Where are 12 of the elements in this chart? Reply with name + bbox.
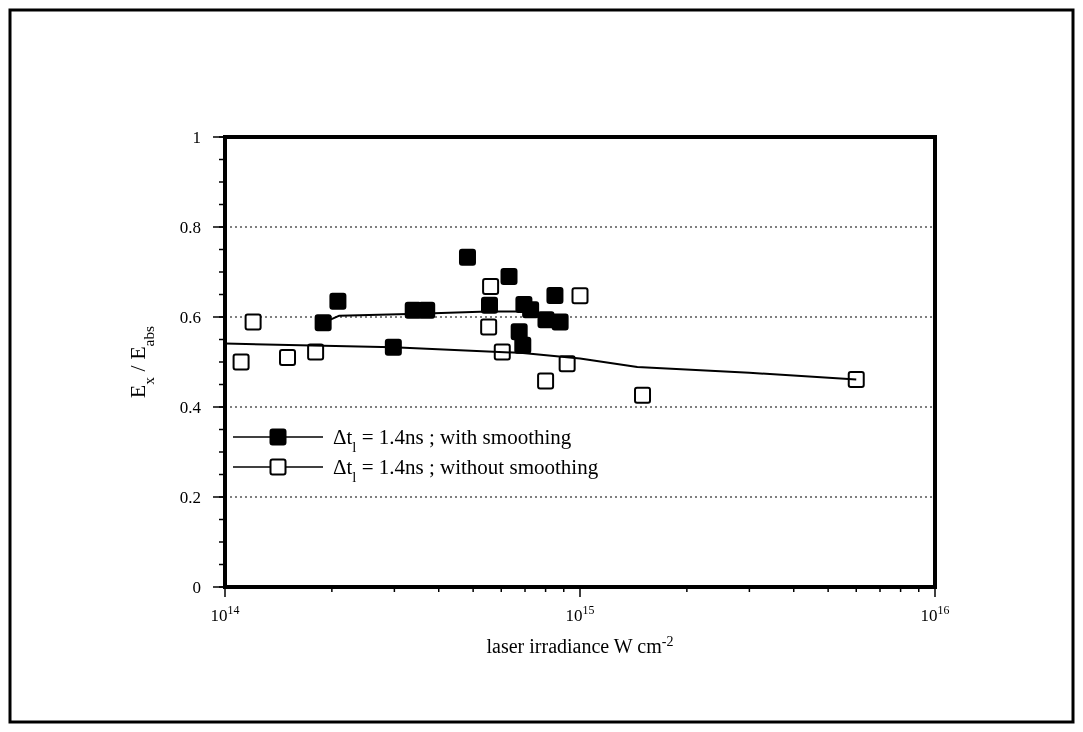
x-tick-label: 10$^{14}$ — [210, 603, 240, 625]
y-tick-label: 0.6 — [179, 307, 201, 327]
y-tick-label: 0.4 — [179, 397, 202, 417]
y-tick-label: 0.2 — [179, 487, 201, 507]
x-tick-label: 10$^{15}$ — [565, 603, 595, 625]
y-tick-label: 1 — [192, 127, 201, 147]
legend-label: Δt$_{l}$ = 1.4ns ; with smoothing — [333, 425, 572, 456]
y-tick-label: 0 — [192, 577, 201, 597]
y-tick-label: 0.8 — [179, 217, 201, 237]
x-tick-label: 10$^{16}$ — [920, 603, 950, 625]
legend-label: Δt$_{l}$ = 1.4ns ; without smoothing — [333, 455, 599, 486]
x-axis-title: laser irradiance W cm$^{-2}$ — [486, 633, 674, 657]
